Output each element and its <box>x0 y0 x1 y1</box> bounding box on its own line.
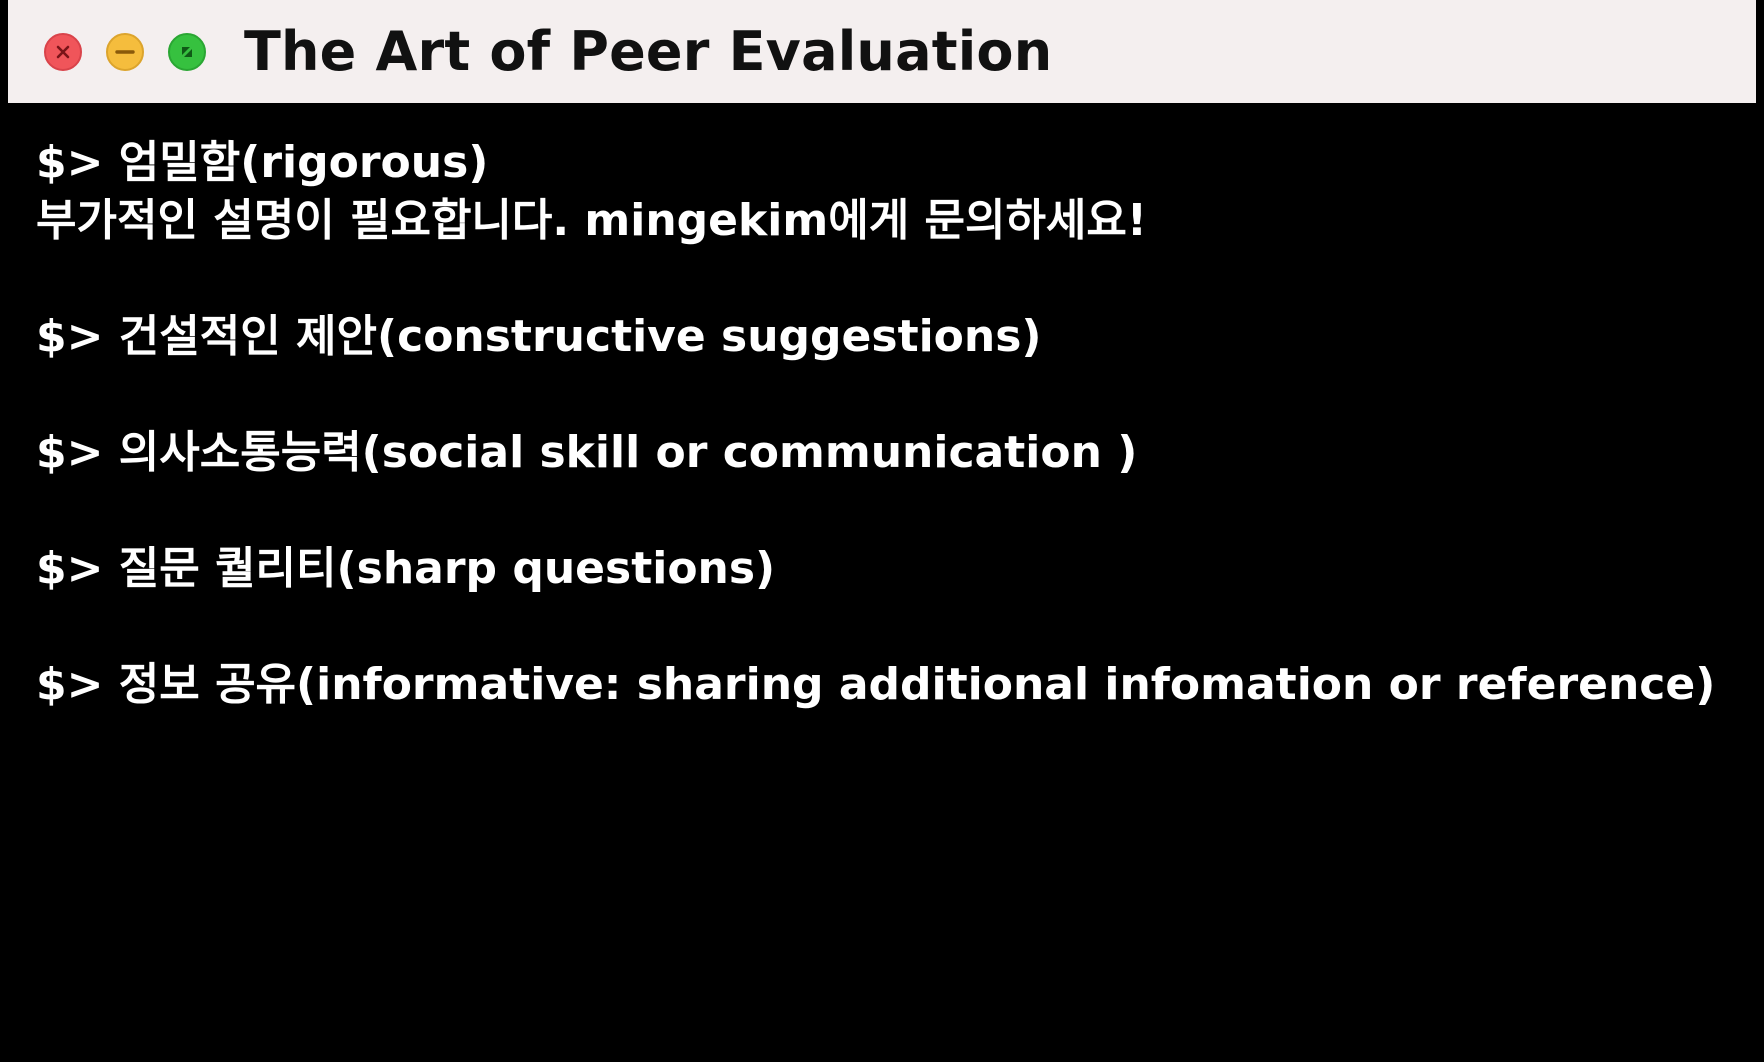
window-controls <box>44 32 230 71</box>
close-button[interactable] <box>44 32 82 71</box>
window-title: The Art of Peer Evaluation <box>244 20 1053 83</box>
terminal-entry: $> 건설적인 제안(constructive suggestions) <box>36 308 1736 366</box>
title-bar: The Art of Peer Evaluation <box>8 0 1756 103</box>
command-line: $> 엄밀함(rigorous) <box>36 137 489 188</box>
command-note: 부가적인 설명이 필요합니다. mingekim에게 문의하세요! <box>36 195 1147 246</box>
minimize-button[interactable] <box>106 32 144 71</box>
close-icon <box>56 45 70 58</box>
terminal-entry: $> 정보 공유(informative: sharing additional… <box>36 656 1736 714</box>
command-line: $> 건설적인 제안(constructive suggestions) <box>36 311 1042 362</box>
command-line: $> 정보 공유(informative: sharing additional… <box>36 659 1716 710</box>
zoom-button[interactable] <box>168 32 206 71</box>
command-line: $> 질문 퀄리티(sharp questions) <box>36 543 776 594</box>
zoom-icon <box>182 46 192 57</box>
terminal-entry: $> 엄밀함(rigorous) 부가적인 설명이 필요합니다. mingeki… <box>36 134 1736 250</box>
terminal-output: $> 엄밀함(rigorous) 부가적인 설명이 필요합니다. mingeki… <box>36 134 1736 772</box>
command-line: $> 의사소통능력(social skill or communication … <box>36 427 1138 478</box>
minimize-icon <box>115 49 135 54</box>
terminal-entry: $> 의사소통능력(social skill or communication … <box>36 424 1736 482</box>
terminal-entry: $> 질문 퀄리티(sharp questions) <box>36 540 1736 598</box>
